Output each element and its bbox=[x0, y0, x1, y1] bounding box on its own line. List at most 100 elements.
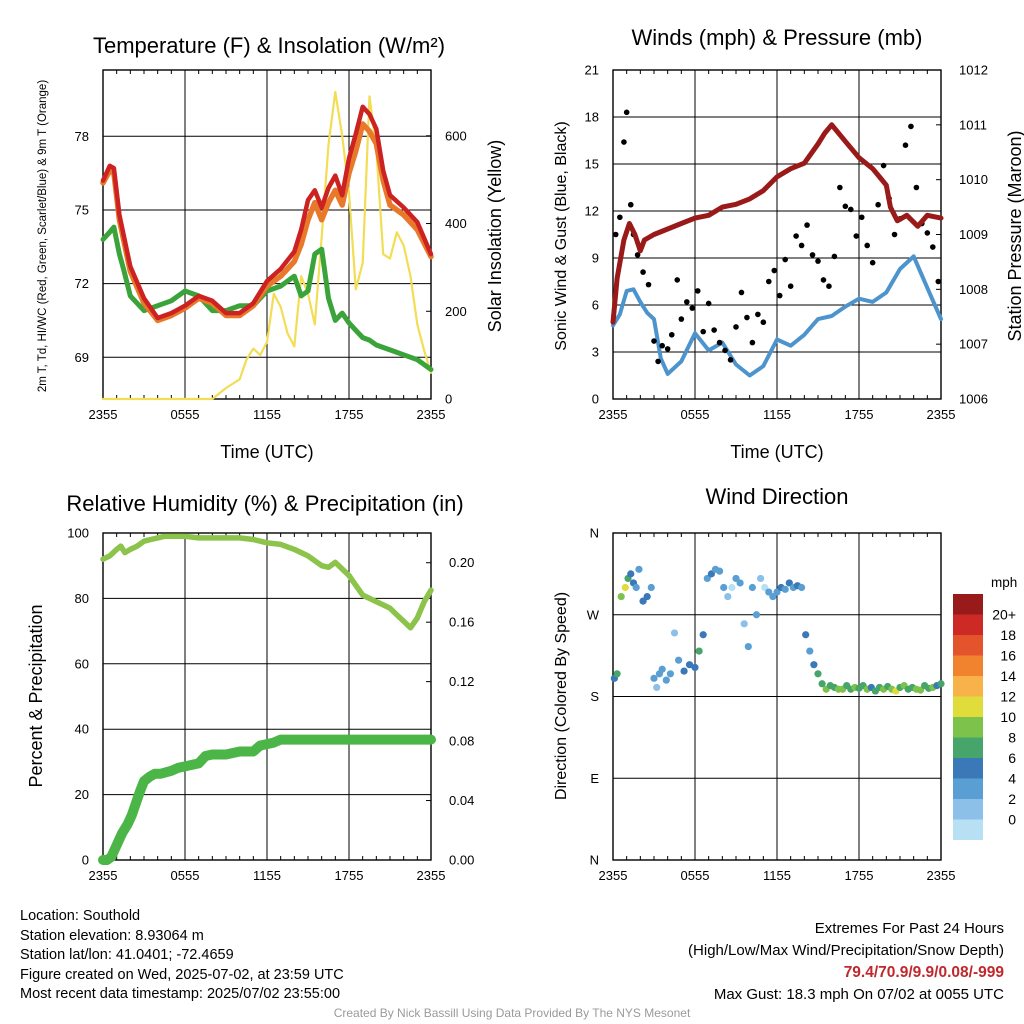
x-tick-label: 1155 bbox=[253, 407, 281, 422]
series-line-station-pressure bbox=[610, 122, 944, 325]
direction-point bbox=[632, 583, 640, 592]
x-tick-label: 2355 bbox=[599, 407, 628, 422]
y-tick-label: 72 bbox=[75, 276, 89, 291]
gust-point bbox=[655, 358, 661, 365]
colorbar-label: 12 bbox=[1000, 689, 1016, 705]
direction-point bbox=[621, 583, 629, 592]
direction-point bbox=[675, 656, 683, 664]
y-axis-label: Sonic Wind & Gust (Blue, Black) bbox=[553, 121, 570, 350]
y2-tick-label: 600 bbox=[445, 128, 467, 143]
gust-point bbox=[705, 300, 712, 307]
y2-tick-label: 0.00 bbox=[449, 853, 474, 868]
direction-point bbox=[757, 574, 765, 583]
gust-point bbox=[694, 288, 701, 294]
colorbar-swatch bbox=[953, 819, 983, 840]
gust-point bbox=[749, 339, 756, 346]
gust-point bbox=[668, 331, 675, 338]
y-tick-label: 20 bbox=[75, 787, 89, 802]
direction-point bbox=[937, 680, 945, 688]
gust-point bbox=[711, 327, 717, 333]
x-tick-label: 1155 bbox=[763, 407, 791, 422]
y-axis-label: Percent & Precipitation bbox=[26, 604, 46, 787]
direction-point bbox=[647, 583, 655, 592]
y-tick-label: N bbox=[590, 853, 599, 868]
colorbar-swatch bbox=[953, 717, 983, 738]
gust-point bbox=[617, 214, 623, 221]
colorbar-swatch bbox=[953, 594, 983, 615]
y2-tick-label: 1009 bbox=[959, 227, 988, 242]
gust-point bbox=[804, 222, 810, 228]
colorbar-swatch bbox=[953, 799, 983, 820]
y2-tick-label: 400 bbox=[445, 216, 467, 231]
colorbar-swatch bbox=[953, 696, 983, 717]
figure-created: Figure created on Wed, 2025-07-02, at 23… bbox=[20, 966, 344, 983]
series-line-relative-humidity bbox=[100, 533, 434, 631]
direction-point bbox=[685, 661, 694, 669]
gust-point bbox=[651, 338, 657, 344]
colorbar-swatch bbox=[953, 676, 983, 697]
y2-tick-label: 0.04 bbox=[449, 793, 474, 808]
y-tick-label: 0 bbox=[82, 853, 89, 868]
direction-point bbox=[781, 585, 789, 593]
gust-point bbox=[744, 314, 750, 321]
gust-point bbox=[787, 283, 794, 290]
plot-frame bbox=[102, 69, 432, 400]
chart-title: Relative Humidity (%) & Precipitation (i… bbox=[66, 491, 463, 516]
colorbar-label: 10 bbox=[1000, 709, 1016, 725]
direction-point bbox=[695, 647, 703, 655]
y2-axis-label: Solar Insolation (Yellow) bbox=[485, 140, 505, 332]
y-tick-label: 6 bbox=[592, 298, 599, 313]
gust-point bbox=[627, 201, 634, 208]
y-tick-label: 100 bbox=[67, 526, 89, 541]
y-tick-label: 0 bbox=[592, 392, 599, 407]
gust-point bbox=[722, 347, 728, 354]
x-tick-label: 1755 bbox=[845, 868, 874, 883]
gust-point bbox=[684, 299, 690, 305]
gust-point bbox=[864, 242, 870, 249]
colorbar-swatch bbox=[953, 655, 983, 676]
direction-point bbox=[627, 570, 635, 578]
gust-point bbox=[935, 278, 942, 285]
gust-point bbox=[634, 252, 641, 258]
y-tick-label: S bbox=[590, 689, 599, 704]
chart-title: Wind Direction bbox=[705, 484, 848, 509]
direction-point bbox=[716, 567, 724, 575]
y-tick-label: 69 bbox=[75, 350, 89, 365]
direction-point bbox=[740, 620, 748, 628]
x-axis-label: Time (UTC) bbox=[220, 442, 313, 462]
station-elevation: Station elevation: 8.93064 m bbox=[20, 927, 204, 944]
direction-point bbox=[653, 683, 661, 692]
series-line-solar-insolation bbox=[101, 90, 433, 401]
series-line-2m-t bbox=[100, 104, 434, 321]
y-tick-label: N bbox=[590, 526, 599, 541]
gust-point bbox=[842, 203, 849, 210]
direction-point bbox=[666, 670, 675, 678]
y2-tick-label: 200 bbox=[445, 304, 467, 319]
colorbar-label: 4 bbox=[1008, 771, 1016, 787]
x-tick-label: 0555 bbox=[171, 868, 200, 883]
station-latlon: Station lat/lon: 41.0401; -72.4659 bbox=[20, 947, 234, 963]
y-tick-label: 80 bbox=[75, 591, 89, 606]
x-tick-label: 2355 bbox=[599, 868, 628, 883]
y2-tick-label: 1010 bbox=[959, 172, 988, 187]
y-tick-label: 12 bbox=[585, 204, 599, 219]
gust-point bbox=[771, 267, 778, 274]
direction-point bbox=[724, 592, 732, 601]
y-tick-label: 40 bbox=[75, 722, 89, 737]
direction-point bbox=[699, 631, 707, 639]
y2-tick-label: 0.16 bbox=[449, 615, 474, 630]
gust-point bbox=[798, 242, 805, 249]
gust-point bbox=[716, 339, 723, 346]
x-tick-label: 1755 bbox=[335, 868, 364, 883]
y2-tick-label: 1011 bbox=[959, 117, 987, 132]
chart-title: Temperature (F) & Insolation (W/m²) bbox=[93, 33, 445, 58]
gust-point bbox=[727, 357, 734, 363]
gust-point bbox=[689, 305, 696, 311]
colorbar-label: 20+ bbox=[992, 607, 1016, 623]
gust-point bbox=[700, 328, 706, 335]
x-tick-label: 0555 bbox=[681, 407, 710, 422]
colorbar-swatch bbox=[953, 778, 983, 799]
y-tick-label: 21 bbox=[585, 63, 599, 78]
direction-point bbox=[613, 670, 621, 678]
